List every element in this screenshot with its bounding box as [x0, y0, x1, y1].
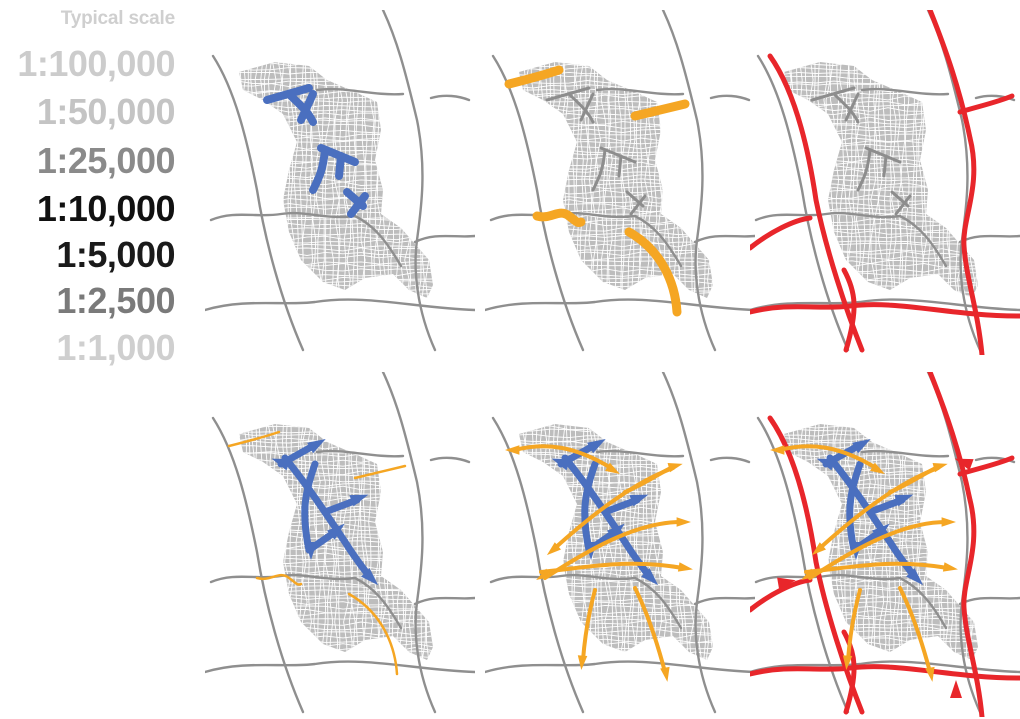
district-arrowhead — [546, 542, 561, 556]
local-arrowhead — [629, 494, 649, 507]
local-arrowhead — [906, 568, 924, 586]
local-arrowhead — [587, 439, 606, 454]
local-arrowhead — [327, 523, 345, 540]
regional-arrowhead — [777, 577, 796, 590]
district-arrowhead — [925, 666, 935, 682]
map-panel-district-connectors — [485, 10, 755, 355]
local-arrowhead — [641, 568, 659, 586]
district-arrowhead — [932, 463, 948, 473]
road-network — [750, 372, 1020, 714]
scale-1-100000: 1:100,000 — [17, 43, 175, 84]
map-svg — [750, 10, 1020, 355]
district-arrowhead — [770, 445, 785, 455]
legend-title: Typical scale — [60, 8, 175, 29]
local-streets-faded — [810, 86, 912, 216]
local-arrowhead — [271, 458, 291, 471]
map-panel-local-street-network — [205, 10, 475, 355]
map-svg — [750, 372, 1020, 717]
regional-arrowhead — [950, 680, 962, 698]
map-svg — [205, 372, 475, 714]
local-arrowhead — [551, 458, 571, 471]
scale-legend: Typical scale 1:100,000 1:50,000 1:25,00… — [0, 0, 175, 370]
district-arrowhead — [941, 517, 956, 527]
district-arrowhead — [677, 562, 693, 572]
district-arrowhead — [870, 462, 885, 474]
local-arrowhead — [872, 523, 890, 540]
map-svg — [485, 372, 755, 714]
district-arrowhead — [660, 666, 670, 682]
district-arrowhead — [801, 568, 816, 580]
road-network — [485, 10, 755, 352]
local-streets — [263, 84, 369, 218]
district-arrowhead — [676, 517, 691, 527]
road-network — [485, 372, 755, 714]
map-svg — [205, 10, 475, 352]
map-panel-combined-local-district — [485, 372, 755, 717]
local-arrowhead — [607, 523, 625, 540]
district-arrowhead — [811, 542, 826, 556]
road-network — [205, 10, 475, 352]
district-connectors — [504, 65, 690, 317]
district-arrowhead — [667, 463, 683, 473]
scale-1-5000: 1:5,000 — [56, 234, 175, 275]
district-arrowhead — [942, 562, 958, 572]
district-arrowhead — [605, 462, 620, 474]
local-arrowhead — [305, 542, 317, 560]
regional-routes — [750, 372, 1020, 717]
district-movement-arrows — [513, 444, 685, 674]
local-arrowhead — [852, 439, 871, 454]
local-arrowhead — [894, 494, 914, 507]
local-streets-faded — [545, 86, 647, 216]
local-arrowhead — [349, 494, 369, 507]
map-panel-local-movement-directions — [205, 372, 475, 717]
local-arrowhead — [307, 439, 326, 454]
scale-1-25000: 1:25,000 — [36, 140, 176, 181]
district-arrowhead — [536, 568, 551, 580]
scale-1-50000: 1:50,000 — [36, 91, 176, 132]
scale-1-1000: 1:1,000 — [56, 327, 175, 368]
local-arrowhead — [816, 458, 836, 471]
district-arrowhead — [505, 445, 520, 455]
map-panel-combined-all-levels — [750, 372, 1020, 717]
regional-arrowhead — [954, 458, 974, 471]
local-arrowhead — [361, 568, 379, 586]
regional-routes — [750, 10, 1020, 355]
map-svg — [485, 10, 755, 352]
district-connectors-thin — [227, 430, 407, 676]
scale-1-10000: 1:10,000 — [36, 188, 176, 229]
district-arrowhead — [577, 655, 588, 670]
scale-1-2500: 1:2,500 — [56, 280, 175, 321]
map-panel-regional-routes — [750, 10, 1020, 355]
district-arrowhead — [842, 655, 853, 670]
